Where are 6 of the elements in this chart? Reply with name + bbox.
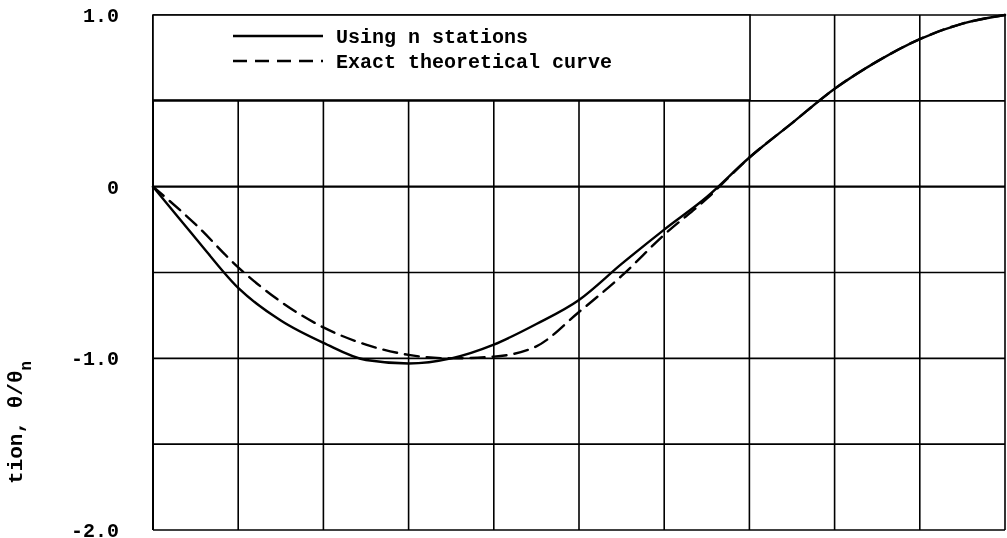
- y-tick-label: 1.0: [82, 5, 119, 28]
- y-tick-label: -2.0: [70, 520, 119, 538]
- y-tick-label: -1.0: [70, 348, 119, 372]
- y-tick-label: 0: [106, 176, 119, 200]
- legend-label: Exact theoretical curve: [336, 51, 613, 74]
- legend-label: Using n stations: [336, 26, 529, 49]
